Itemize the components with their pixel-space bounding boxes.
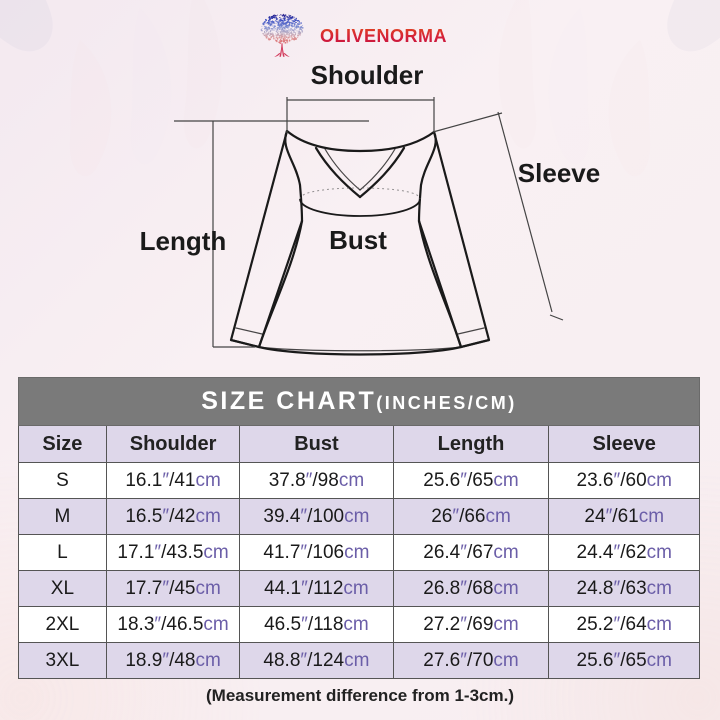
svg-text:Sleeve: Sleeve [518,158,600,188]
svg-text:Shoulder: Shoulder [311,60,424,90]
svg-text:Bust: Bust [329,225,387,255]
svg-text:Length: Length [140,226,227,256]
